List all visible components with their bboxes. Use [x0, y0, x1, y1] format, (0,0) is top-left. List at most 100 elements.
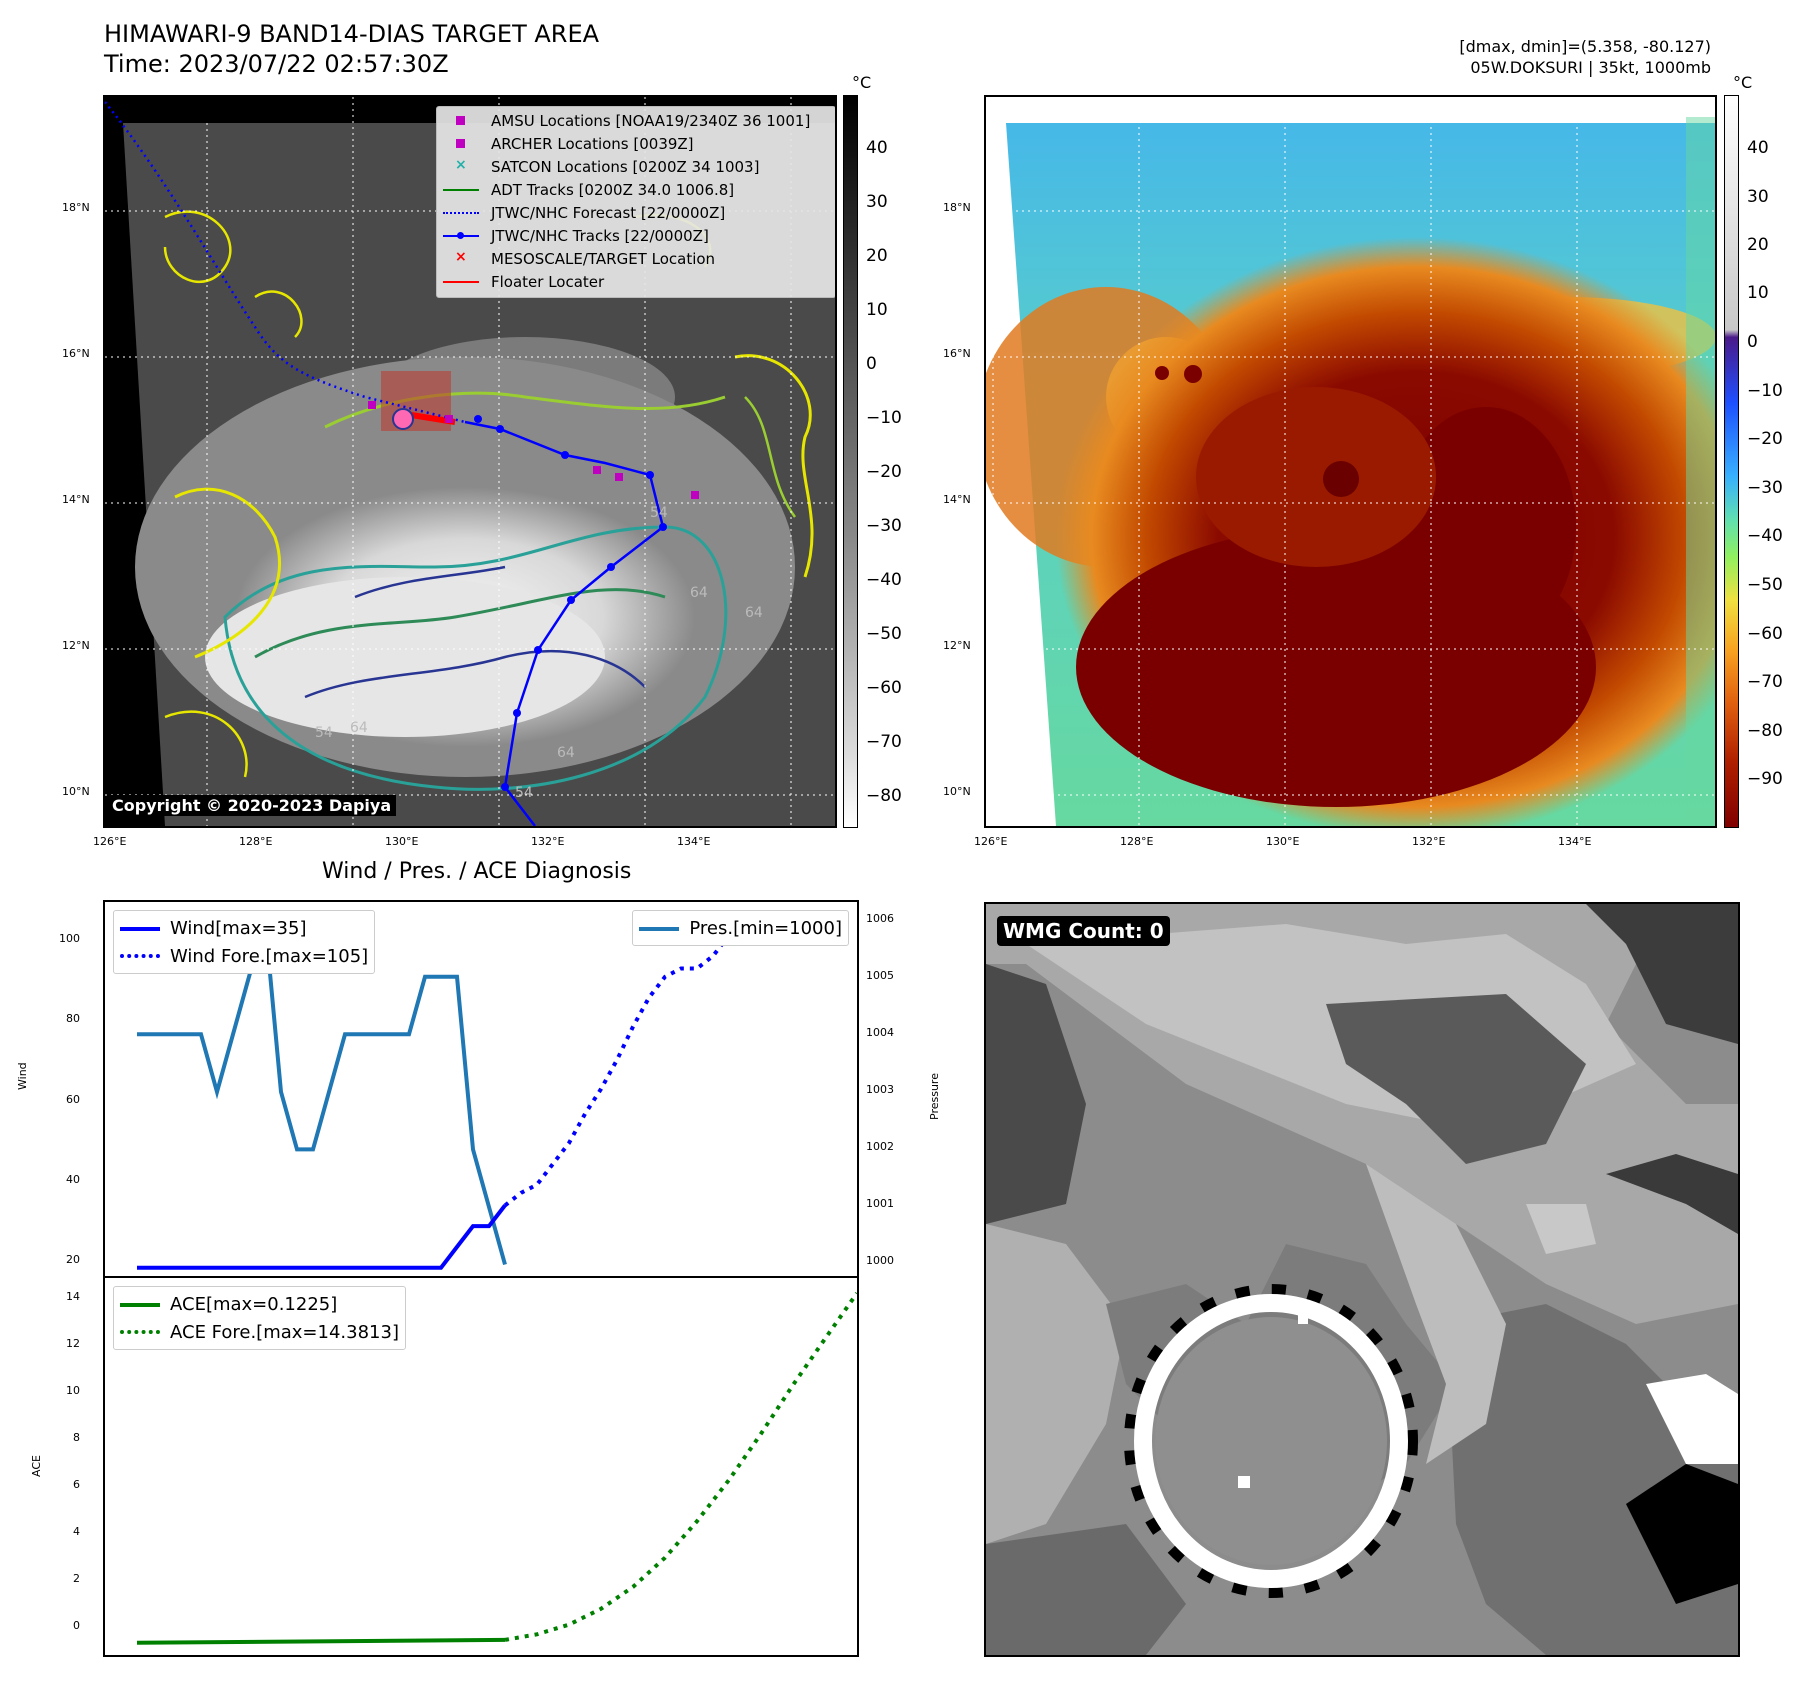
color-tick: 0 — [1747, 332, 1758, 352]
legend-wind: Wind[max=35] — [120, 914, 368, 942]
lat-label-16: 16°N — [62, 347, 90, 360]
legend-ace-fore-label: ACE Fore.[max=14.3813] — [170, 1321, 399, 1343]
legend-jtwc-forecast-label: JTWC/NHC Forecast [22/0000Z] — [491, 203, 726, 222]
contour-label-3: 64 — [745, 605, 763, 621]
line-dot-icon — [441, 229, 481, 243]
ace-tick: 2 — [73, 1572, 80, 1585]
lon-label-130: 130°E — [385, 835, 419, 848]
wmg-count-label: WMG Count: 0 — [997, 916, 1170, 946]
pressure-series-line — [137, 918, 507, 1266]
contour-label-7: 64 — [557, 745, 575, 761]
copyright-label: Copyright © 2020-2023 Dapiya — [107, 795, 397, 816]
gray-tick: −10 — [866, 408, 902, 428]
legend-jtwc-forecast: JTWC/NHC Forecast [22/0000Z] — [441, 201, 831, 224]
wind-legend: Wind[max=35] Wind Fore.[max=105] — [113, 910, 376, 974]
lat-label-10: 10°N — [62, 785, 90, 798]
line-icon — [441, 183, 481, 197]
pressure-tick: 1005 — [866, 969, 894, 982]
ace-series-line — [136, 1637, 506, 1645]
gray-map-panel: 54 64 64 54 64 54 64 AMSU Locations [NOA… — [103, 95, 837, 828]
contour-label-5: 64 — [350, 720, 368, 736]
ace-legend: ACE[max=0.1225] ACE Fore.[max=14.3813] — [113, 1286, 406, 1350]
color-tick: 20 — [1747, 235, 1769, 255]
gray-colorbar — [843, 95, 858, 828]
legend-satcon-label: SATCON Locations [0200Z 34 1003] — [491, 157, 760, 176]
color-tick: −60 — [1747, 624, 1783, 644]
gray-tick: 10 — [866, 300, 888, 320]
wind-tick: 80 — [66, 1012, 80, 1025]
pressure-axis-label: Pressure — [928, 1073, 941, 1120]
color-tick: −90 — [1747, 769, 1783, 789]
legend-mesoscale: × MESOSCALE/TARGET Location — [441, 247, 831, 270]
legend-pres-label: Pres.[min=1000] — [689, 917, 842, 939]
pressure-legend: Pres.[min=1000] — [632, 910, 849, 946]
pressure-tick: 1004 — [866, 1026, 894, 1039]
ace-tick: 12 — [66, 1337, 80, 1350]
line-icon — [120, 921, 160, 935]
pressure-tick-labels: 1006 1005 1004 1003 1002 1001 1000 — [866, 900, 906, 1275]
wmg-image — [986, 904, 1738, 1655]
ace-forecast-series-line — [504, 1291, 857, 1642]
ace-tick: 6 — [73, 1478, 80, 1491]
contour-label-6: 54 — [515, 785, 533, 801]
color-ir-image — [986, 97, 1715, 826]
color-tick: −20 — [1747, 429, 1783, 449]
square-icon — [441, 114, 481, 128]
gray-tick: −70 — [866, 732, 902, 752]
legend-wind-label: Wind[max=35] — [170, 917, 307, 939]
legend-ace-label: ACE[max=0.1225] — [170, 1293, 338, 1315]
color-lon-label-128: 128°E — [1120, 835, 1154, 848]
x-icon: × — [455, 156, 467, 173]
lat-label-18: 18°N — [62, 201, 90, 214]
legend-adt: ADT Tracks [0200Z 34.0 1006.8] — [441, 178, 831, 201]
gray-tick: −60 — [866, 678, 902, 698]
pressure-tick: 1001 — [866, 1197, 894, 1210]
ace-tick: 4 — [73, 1525, 80, 1538]
contour-label-4: 54 — [315, 725, 333, 741]
color-tick: −80 — [1747, 721, 1783, 741]
legend-mesoscale-label: MESOSCALE/TARGET Location — [491, 249, 716, 268]
lon-label-134: 134°E — [677, 835, 711, 848]
pressure-tick: 1002 — [866, 1140, 894, 1153]
wind-series-line — [137, 1204, 507, 1270]
wind-tick: 60 — [66, 1093, 80, 1106]
color-lon-label-126: 126°E — [974, 835, 1008, 848]
lat-label-12: 12°N — [62, 639, 90, 652]
legend-ace-fore: ACE Fore.[max=14.3813] — [120, 1318, 399, 1346]
gray-tick: 0 — [866, 354, 877, 374]
wind-axis-label: Wind — [16, 1062, 29, 1090]
pressure-tick: 1003 — [866, 1083, 894, 1096]
legend-archer: ARCHER Locations [0039Z] — [441, 132, 831, 155]
legend-adt-label: ADT Tracks [0200Z 34.0 1006.8] — [491, 180, 735, 199]
wind-tick: 40 — [66, 1173, 80, 1186]
color-tick: −70 — [1747, 672, 1783, 692]
wind-tick: 20 — [66, 1253, 80, 1266]
color-lat-label-18: 18°N — [943, 201, 971, 214]
legend-pres: Pres.[min=1000] — [639, 914, 842, 942]
color-tick: −30 — [1747, 478, 1783, 498]
color-tick: −50 — [1747, 575, 1783, 595]
gray-tick: −50 — [866, 624, 902, 644]
gray-ir-image: 54 64 64 54 64 54 64 — [105, 97, 835, 826]
legend-amsu-label: AMSU Locations [NOAA19/2340Z 36 1001] — [491, 111, 811, 130]
ace-tick: 0 — [73, 1619, 80, 1632]
lat-label-14: 14°N — [62, 493, 90, 506]
legend-wind-fore: Wind Fore.[max=105] — [120, 942, 368, 970]
ace-plot — [136, 1291, 857, 1645]
legend-ace: ACE[max=0.1225] — [120, 1290, 399, 1318]
gray-tick: 40 — [866, 138, 888, 158]
gray-colorbar-unit: °C — [852, 73, 872, 92]
color-lat-label-16: 16°N — [943, 347, 971, 360]
color-colorbar — [1724, 95, 1739, 828]
ace-tick: 14 — [66, 1290, 80, 1303]
diagnosis-title: Wind / Pres. / ACE Diagnosis — [322, 859, 632, 884]
color-lat-label-14: 14°N — [943, 493, 971, 506]
lon-label-128: 128°E — [239, 835, 273, 848]
wind-pressure-plot — [137, 912, 843, 1270]
color-tick: 30 — [1747, 187, 1769, 207]
gray-tick: 30 — [866, 192, 888, 212]
ace-axis-label: ACE — [30, 1455, 43, 1477]
legend-jtwc-tracks: JTWC/NHC Tracks [22/0000Z] — [441, 224, 831, 247]
map-title-line1: HIMAWARI-9 BAND14-DIAS TARGET AREA — [104, 20, 600, 48]
pressure-tick: 1006 — [866, 912, 894, 925]
